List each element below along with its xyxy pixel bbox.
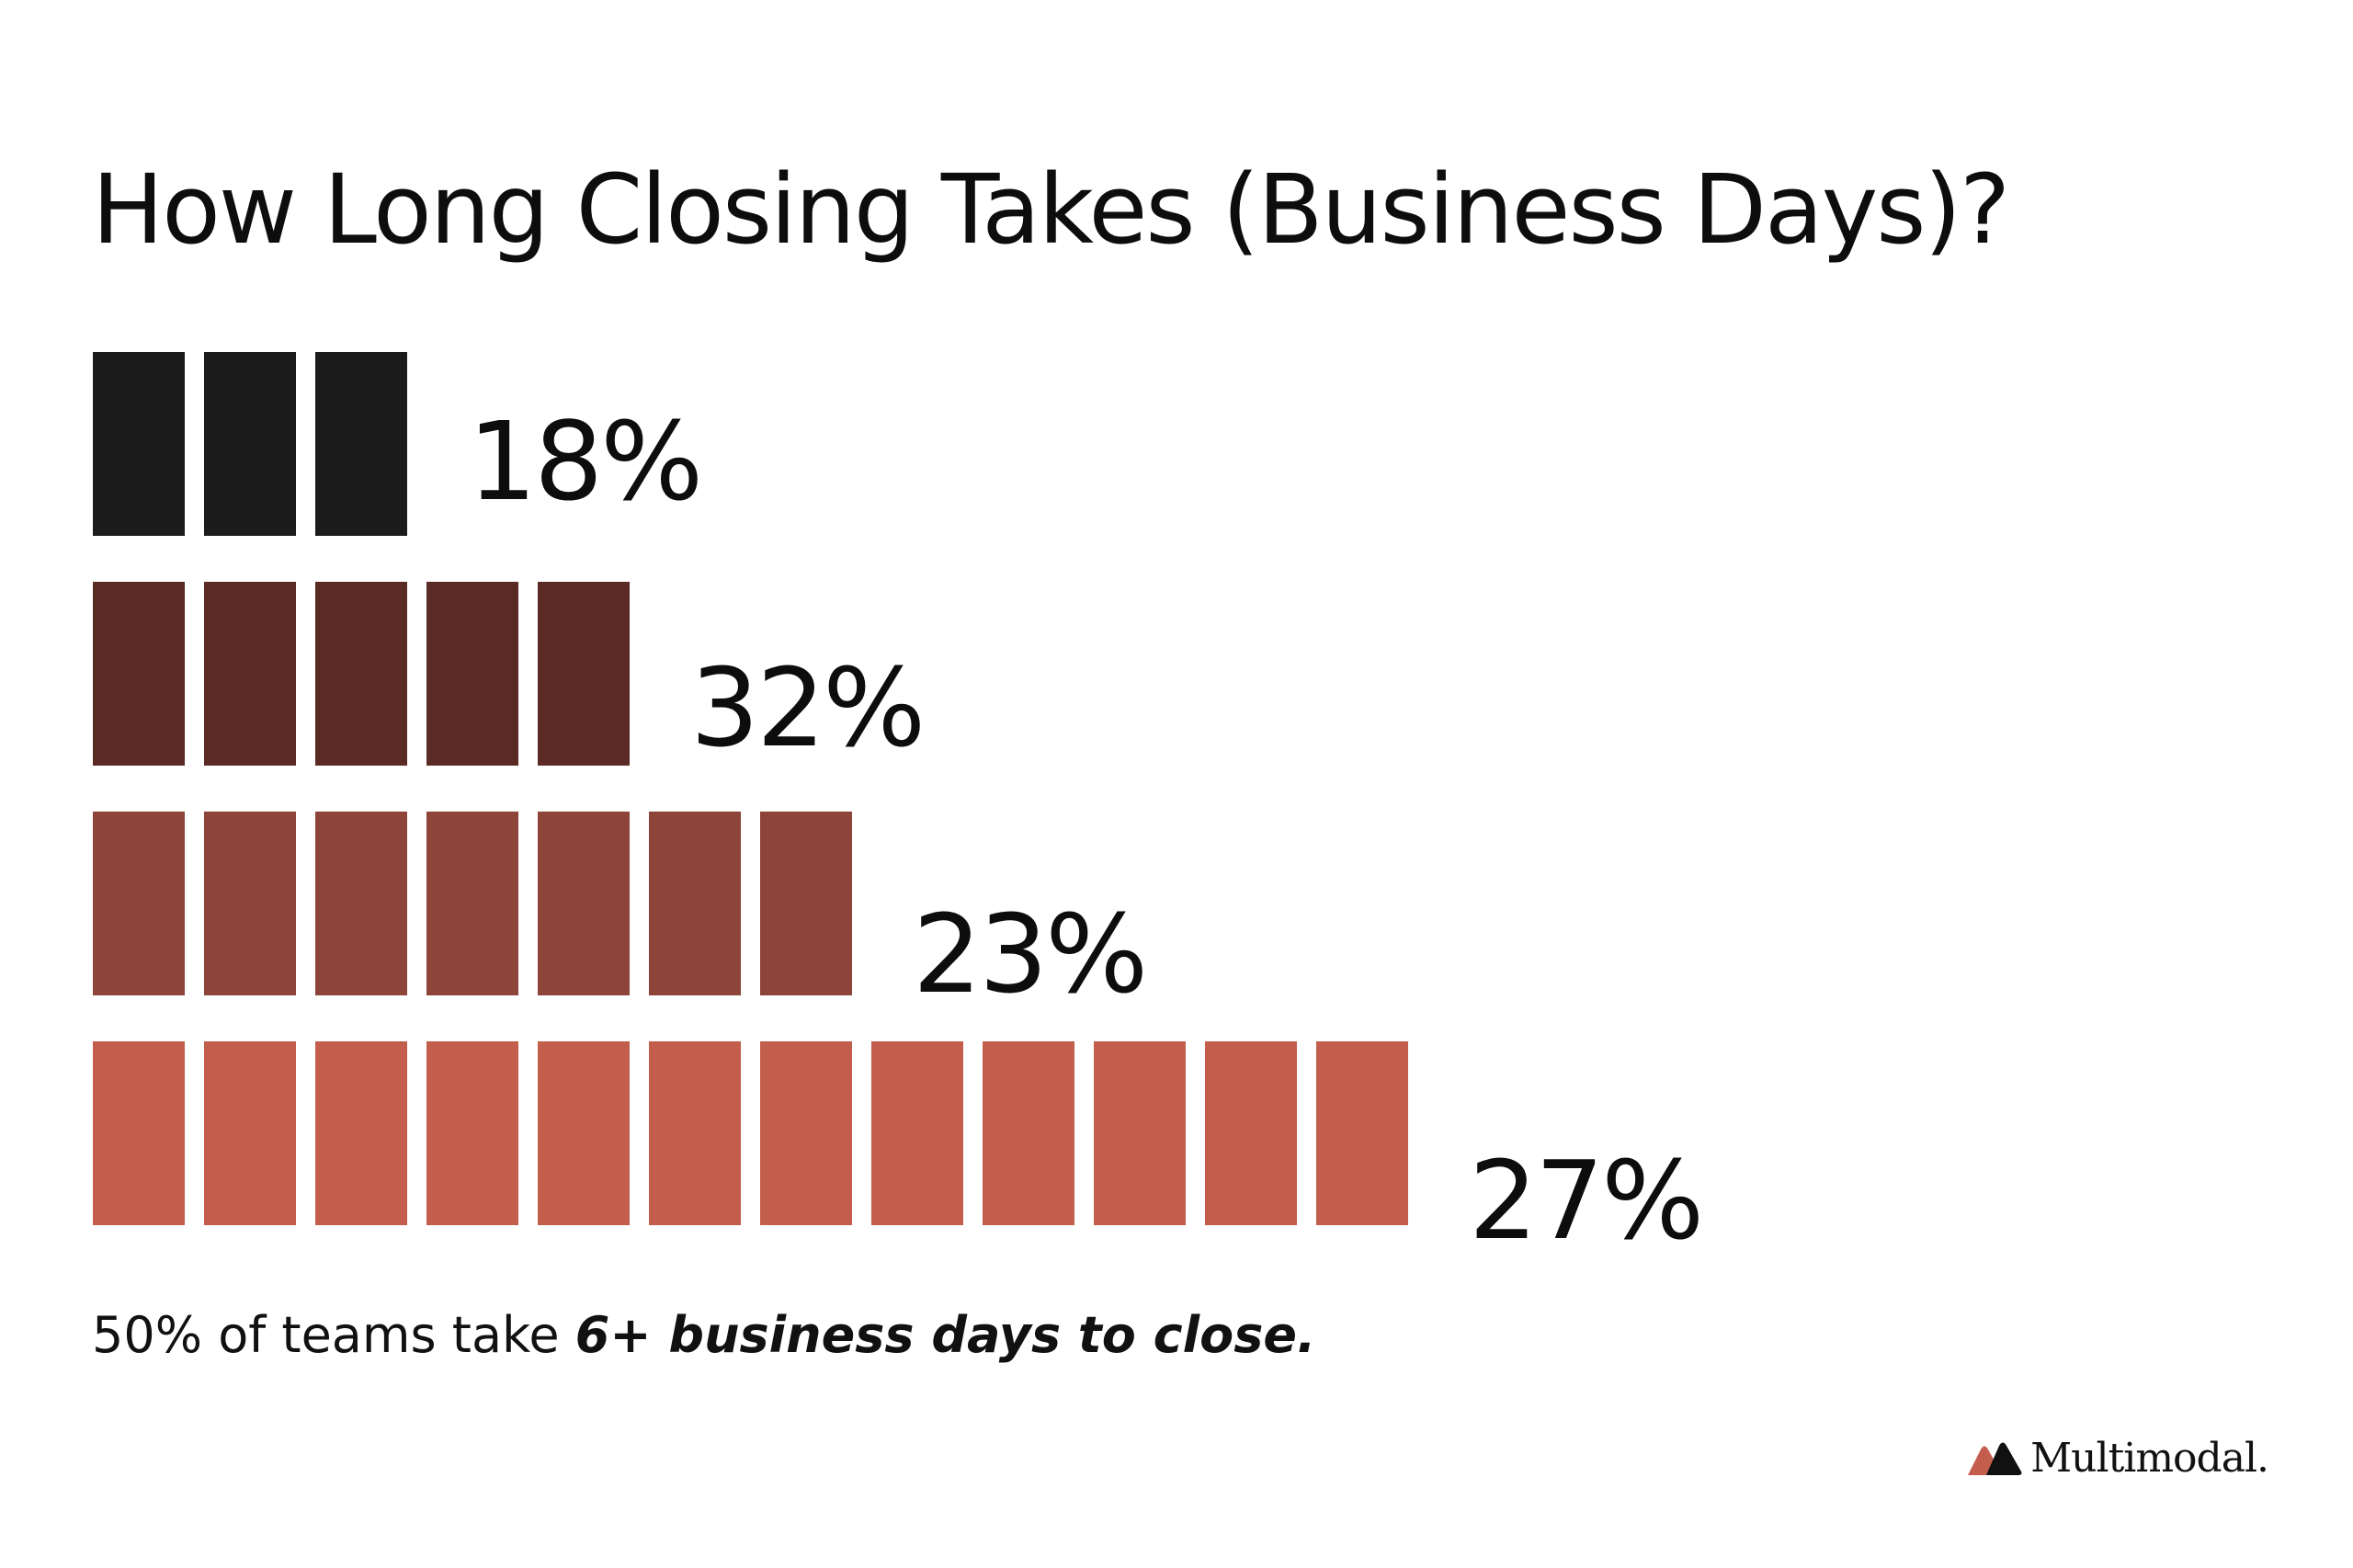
- chart-title: How Long Closing Takes (Business Days)?: [92, 153, 2010, 266]
- bar-block: [315, 352, 407, 536]
- bar-block: [426, 582, 518, 766]
- multimodal-logo-icon: [1968, 1442, 2022, 1475]
- bar-block: [649, 1041, 741, 1225]
- bar-value-label: 32%: [690, 644, 923, 771]
- bar-block: [315, 812, 407, 995]
- bar-block: [93, 352, 185, 536]
- bar-block: [315, 1041, 407, 1225]
- bar-block: [983, 1041, 1074, 1225]
- bar-value-label: 18%: [468, 398, 700, 525]
- bar-block: [93, 582, 185, 766]
- bar-block: [204, 582, 296, 766]
- footnote: 50% of teams take 6+ business days to cl…: [92, 1305, 1316, 1366]
- footnote-prefix: 50% of teams take: [92, 1306, 575, 1364]
- bar-block: [649, 812, 741, 995]
- brand-name: Multimodal.: [2030, 1435, 2269, 1482]
- bar-block: [204, 1041, 296, 1225]
- bar-block: [1094, 1041, 1186, 1225]
- brand: Multimodal.: [1966, 1435, 2269, 1482]
- bar-value-label: 27%: [1469, 1137, 1701, 1264]
- bar-block: [1316, 1041, 1408, 1225]
- bar-block: [204, 352, 296, 536]
- bar-value-label: 23%: [913, 891, 1145, 1017]
- bar-block: [760, 812, 852, 995]
- bar-block: [538, 1041, 630, 1225]
- bar-block: [426, 812, 518, 995]
- bar-block: [871, 1041, 963, 1225]
- bar-block: [93, 1041, 185, 1225]
- bar-block: [760, 1041, 852, 1225]
- bar-block: [315, 582, 407, 766]
- bar-block: [93, 812, 185, 995]
- bar-block: [538, 812, 630, 995]
- bar-block: [538, 582, 630, 766]
- bar-block: [1205, 1041, 1297, 1225]
- bar-block: [426, 1041, 518, 1225]
- bar-block: [204, 812, 296, 995]
- footnote-emphasis: 6+ business days to close.: [574, 1306, 1316, 1364]
